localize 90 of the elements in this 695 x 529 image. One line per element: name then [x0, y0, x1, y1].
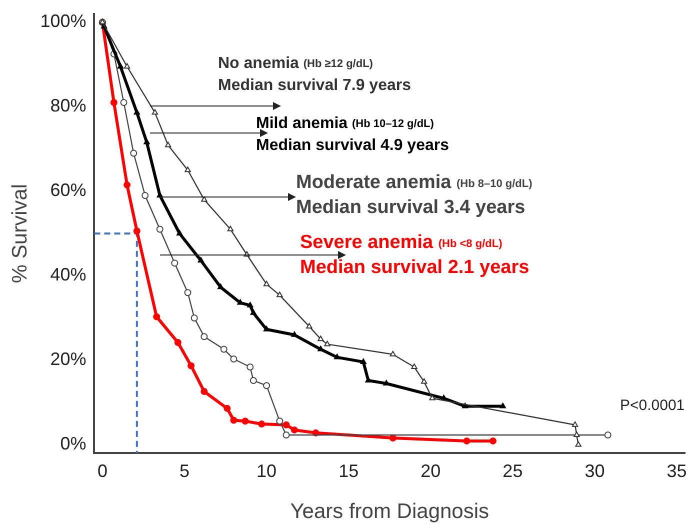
point [164, 142, 172, 148]
point [184, 289, 192, 296]
point [318, 336, 324, 342]
point [217, 284, 224, 290]
y-tick-label: 20% [50, 349, 86, 370]
y-tick-label: 60% [50, 180, 86, 200]
point [282, 421, 290, 428]
point [276, 292, 283, 298]
point [306, 322, 312, 328]
annotation: P<0.0001 [620, 397, 685, 414]
x-tick-label: 25 [502, 460, 523, 481]
y-axis-title: % Survival [8, 184, 32, 284]
point [247, 302, 254, 308]
point [604, 432, 612, 439]
point [390, 350, 396, 356]
text: Moderate anemia (Hb 8–10 g/dL) [296, 172, 533, 193]
point [237, 299, 244, 305]
point [290, 426, 298, 434]
x-tick-label: 15 [338, 460, 359, 481]
point [174, 339, 182, 346]
point [365, 377, 372, 383]
point [420, 378, 428, 384]
point [198, 257, 204, 263]
point [282, 432, 290, 439]
point [242, 418, 249, 425]
x-axis-title: Years from Diagnosis [290, 500, 490, 524]
point [224, 404, 231, 412]
text: No anemia (Hb ≥12 g/dL) [218, 55, 374, 72]
point [250, 377, 257, 384]
x-tick-label: 20 [420, 460, 441, 481]
point [230, 416, 238, 424]
y-tick-label: 0% [60, 434, 86, 454]
point [263, 326, 270, 332]
x-tick-label: 0 [97, 460, 108, 481]
point [411, 364, 418, 370]
point [500, 402, 506, 408]
point [276, 418, 284, 425]
point [201, 196, 208, 202]
point [110, 99, 118, 106]
point [124, 181, 131, 188]
point [258, 420, 266, 428]
annotation: Median survival 2.1 years [300, 257, 530, 278]
point [117, 63, 124, 69]
annotation: Median survival 3.4 years [296, 197, 526, 218]
point [184, 166, 191, 172]
point [142, 192, 149, 199]
point [429, 394, 436, 400]
text: Mild anemia (Hb 10–12 g/dL) [256, 115, 434, 132]
point [144, 138, 150, 144]
point [246, 364, 254, 371]
point [133, 227, 140, 234]
point [574, 432, 580, 438]
point [360, 358, 366, 364]
point [120, 99, 128, 106]
point [575, 441, 582, 447]
point [124, 63, 130, 69]
point [171, 260, 178, 267]
point [230, 355, 238, 362]
x-tick-label: 5 [179, 460, 190, 481]
point [134, 109, 140, 115]
point [153, 313, 160, 320]
annotation: Median survival 7.9 years [218, 77, 412, 94]
point [263, 280, 270, 286]
point [200, 388, 208, 396]
text: Severe anemia (Hb <8 g/dL) [300, 232, 503, 253]
point [250, 309, 257, 315]
point [263, 382, 270, 390]
point [291, 331, 298, 337]
point [130, 150, 138, 157]
point [334, 354, 340, 360]
point [462, 402, 468, 408]
y-tick-label: 100% [40, 11, 86, 32]
point [220, 346, 228, 353]
annotation: Median survival 4.9 years [256, 137, 450, 154]
x-tick-label: 10 [256, 460, 277, 481]
point [156, 226, 164, 233]
point [152, 109, 158, 115]
point [227, 226, 234, 232]
x-tick-label: 30 [584, 460, 605, 481]
point [176, 230, 183, 236]
point [188, 362, 195, 370]
y-tick-label: 80% [50, 96, 86, 116]
y-tick-label: 40% [50, 264, 86, 285]
point [190, 314, 198, 322]
point [463, 437, 470, 444]
point [200, 333, 208, 340]
x-tick-label: 35 [666, 460, 687, 481]
point [490, 437, 496, 444]
point [572, 421, 578, 427]
point [324, 340, 330, 346]
